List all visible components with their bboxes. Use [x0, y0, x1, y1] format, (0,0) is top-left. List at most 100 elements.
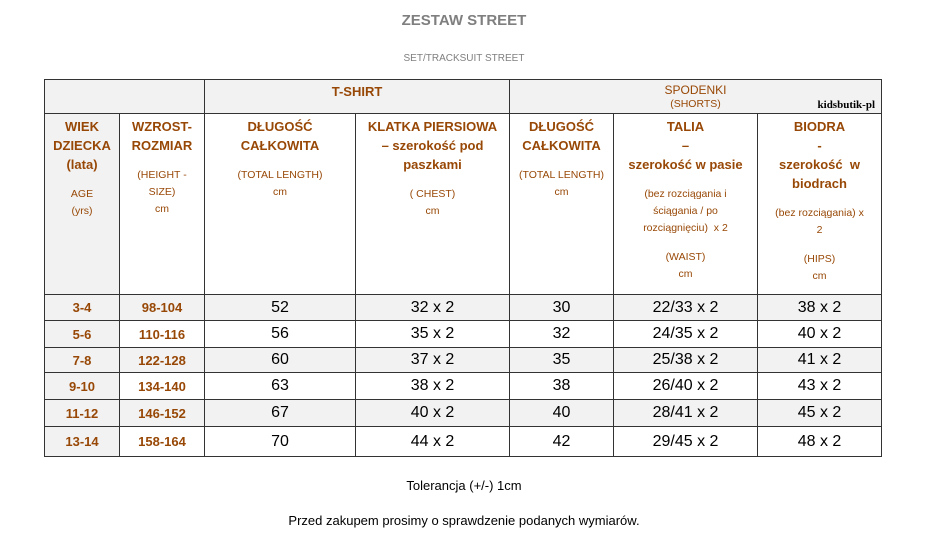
table-cell: 35 x 2 — [355, 320, 510, 348]
subtitle: SET/TRACKSUIT STREET — [403, 53, 525, 64]
column-detail: (TOTAL LENGTH) cm — [205, 167, 355, 201]
column-detail: (HEIGHT - SIZE) cm — [120, 167, 204, 218]
table-cell: 41 x 2 — [757, 347, 882, 373]
column-header: DŁUGOŚĆ CAŁKOWITA (TOTAL LENGTH) cm — [204, 113, 356, 295]
table-cell: 9-10 — [44, 372, 120, 400]
column-header: WIEK DZIECKA (lata) AGE (yrs) — [44, 113, 120, 295]
detail-line: rozciągnięciu) x 2 — [643, 222, 728, 234]
table-cell: 67 — [204, 399, 356, 427]
detail-line: (WAIST) — [665, 251, 706, 263]
column-title: WIEK — [65, 119, 99, 134]
table-cell: 38 x 2 — [355, 372, 510, 400]
table-cell: 13-14 — [44, 426, 120, 457]
table-cell: 28/41 x 2 — [613, 399, 758, 427]
detail-line: ( CHEST) — [409, 188, 456, 200]
table-cell: 40 x 2 — [355, 399, 510, 427]
table-cell: 98-104 — [119, 294, 205, 321]
table-cell: 42 — [509, 426, 614, 457]
column-title: DŁUGOŚĆ — [529, 119, 594, 134]
detail-line: (HEIGHT - — [137, 169, 187, 181]
column-header: DŁUGOŚĆ CAŁKOWITA (TOTAL LENGTH) cm — [509, 113, 614, 295]
group-label: SPODENKI — [664, 83, 727, 97]
column-title: BIODRA — [793, 119, 846, 134]
table-cell: 45 x 2 — [757, 399, 882, 427]
table-cell: 5-6 — [44, 320, 120, 348]
detail-line: SIZE) — [148, 186, 176, 198]
detail-line: ściągania / po — [653, 205, 718, 217]
detail-line: AGE — [70, 188, 94, 200]
table-cell: 29/45 x 2 — [613, 426, 758, 457]
table-cell: 52 — [204, 294, 356, 321]
column-title: CAŁKOWITA — [522, 138, 601, 153]
column-detail: (WAIST) cm — [614, 249, 757, 283]
column-detail: (bez rozciągania) x 2 — [758, 205, 881, 239]
detail-line: (bez rozciągania i — [644, 188, 727, 200]
column-detail: (TOTAL LENGTH) cm — [510, 167, 613, 201]
table-cell: 40 x 2 — [757, 320, 882, 348]
table-cell: 48 x 2 — [757, 426, 882, 457]
table-cell: 38 — [509, 372, 614, 400]
detail-line: (yrs) — [71, 205, 93, 217]
column-detail: (bez rozciągania i ściągania / po rozciągn… — [614, 186, 757, 237]
table-cell: 60 — [204, 347, 356, 373]
column-title: szerokość w — [779, 157, 860, 172]
column-title: – — [681, 138, 690, 153]
column-detail: ( CHEST) cm — [356, 186, 509, 220]
column-title: TALIA — [666, 119, 705, 134]
column-title: szerokość w pasie — [628, 157, 743, 172]
column-title: (lata) — [66, 157, 98, 172]
detail-line: cm — [273, 186, 287, 198]
table-cell: 32 x 2 — [355, 294, 510, 321]
table-cell: 56 — [204, 320, 356, 348]
tolerance: Tolerancja (+/-) 1cm — [406, 478, 522, 493]
column-detail: (HIPS) cm — [758, 251, 881, 285]
column-header: WZROST- ROZMIAR (HEIGHT - SIZE) cm — [119, 113, 205, 295]
column-title: biodrach — [792, 176, 847, 191]
detail-line: 2 — [816, 224, 823, 236]
table-cell: 22/33 x 2 — [613, 294, 758, 321]
detail-line: (bez rozciągania) x — [775, 207, 864, 219]
group-cell: SPODENKI (SHORTS) kidsbutik-pl — [509, 79, 882, 114]
table-cell: 35 — [509, 347, 614, 373]
table-cell: 38 x 2 — [757, 294, 882, 321]
group-sublabel: (SHORTS) — [670, 98, 721, 110]
column-title: KLATKA PIERSIOWA — [367, 119, 498, 134]
column-title: DŁUGOŚĆ — [247, 119, 313, 134]
table-cell: 43 x 2 — [757, 372, 882, 400]
table-cell: 3-4 — [44, 294, 120, 321]
detail-line: (TOTAL LENGTH) — [519, 169, 604, 181]
detail-line: cm — [678, 268, 693, 280]
column-header: BIODRA - szerokość w biodrach (bez rozciągan… — [757, 113, 882, 295]
note: Przed zakupem prosimy o sprawdzenie poda… — [288, 513, 640, 528]
detail-line: cm — [554, 186, 569, 198]
table-cell: 26/40 x 2 — [613, 372, 758, 400]
column-title: paszkami — [403, 157, 462, 172]
table-cell: 24/35 x 2 — [613, 320, 758, 348]
column-detail: AGE (yrs) — [45, 186, 119, 220]
table-cell: 134-140 — [119, 372, 205, 400]
column-title: ROZMIAR — [131, 138, 193, 153]
column-title: - — [817, 138, 822, 153]
detail-line: cm — [155, 203, 169, 215]
table-cell: 70 — [204, 426, 356, 457]
column-title: – szerokość pod — [381, 138, 484, 153]
title: ZESTAW STREET — [401, 12, 527, 29]
column-header: TALIA – szerokość w pasie (bez rozciągania … — [613, 113, 758, 295]
group-label: T-SHIRT — [331, 84, 383, 99]
column-header: KLATKA PIERSIOWA – szerokość pod paszkami (… — [355, 113, 510, 295]
table-cell: 63 — [204, 372, 356, 400]
table-cell: 146-152 — [119, 399, 205, 427]
watermark: kidsbutik-pl — [817, 99, 875, 111]
table-cell: 37 x 2 — [355, 347, 510, 373]
detail-line: (TOTAL LENGTH) — [237, 169, 323, 181]
table-cell: 7-8 — [44, 347, 120, 373]
column-title: DZIECKA — [53, 138, 111, 153]
table-cell: 44 x 2 — [355, 426, 510, 457]
table-cell: 40 — [509, 399, 614, 427]
table-cell: 110-116 — [119, 320, 205, 348]
table-cell: 158-164 — [119, 426, 205, 457]
table-cell: 30 — [509, 294, 614, 321]
group-cell — [44, 79, 205, 114]
